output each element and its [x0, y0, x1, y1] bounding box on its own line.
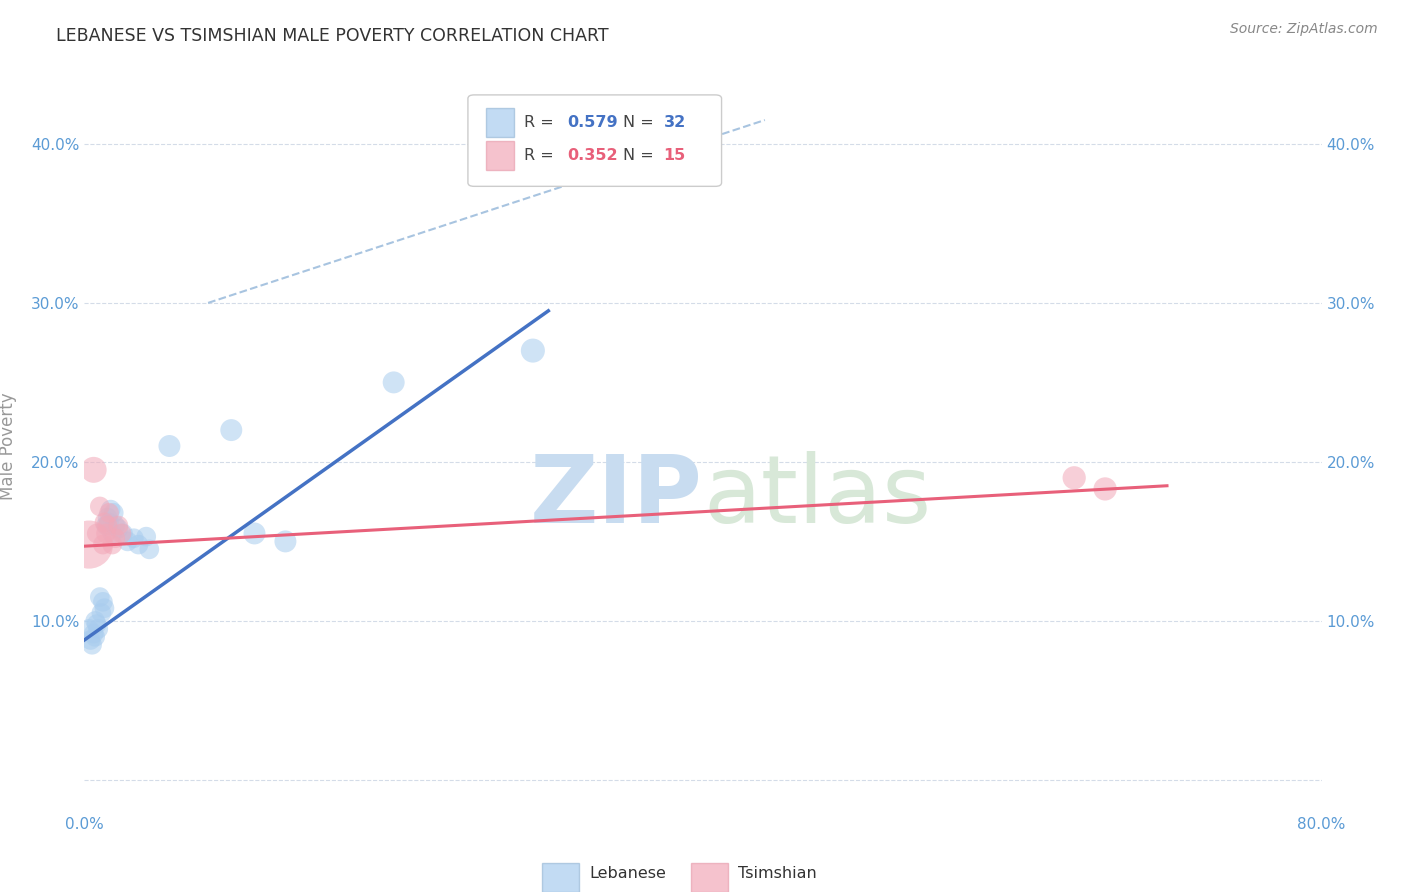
Point [90, 606, 112, 620]
Point [91, 595, 114, 609]
Point [84, 614, 107, 628]
Point [382, 376, 405, 390]
Point [86, 526, 108, 541]
Point [274, 534, 297, 549]
Point [117, 534, 139, 549]
Point [522, 343, 544, 358]
Point [138, 542, 160, 557]
Point [107, 522, 129, 536]
Point [93, 516, 115, 530]
Point [219, 423, 242, 437]
Point [243, 526, 266, 541]
Bar [486, 108, 513, 137]
Text: 0.579: 0.579 [567, 115, 617, 130]
Point [86, 617, 108, 632]
Point [122, 531, 145, 545]
Point [82, 638, 104, 652]
Point [96, 510, 118, 524]
Text: Source: ZipAtlas.com: Source: ZipAtlas.com [1230, 22, 1378, 37]
Text: N =: N = [623, 115, 658, 130]
Bar [486, 141, 513, 170]
Point [77, 538, 100, 552]
Point [101, 526, 124, 541]
FancyBboxPatch shape [468, 95, 721, 186]
Point [159, 439, 180, 453]
Point [103, 506, 125, 520]
Point [98, 506, 121, 520]
Point [112, 526, 135, 541]
Point [94, 518, 117, 533]
Text: Lebanese: Lebanese [589, 866, 666, 881]
Text: atlas: atlas [703, 451, 931, 543]
Point [77, 622, 100, 636]
Bar [690, 863, 728, 892]
Text: N =: N = [623, 148, 658, 163]
Text: R =: R = [523, 148, 558, 163]
Point [89, 500, 111, 514]
Text: 15: 15 [664, 148, 686, 163]
Text: ZIP: ZIP [530, 451, 703, 543]
Point [96, 518, 118, 533]
Point [110, 526, 132, 541]
Point [93, 601, 115, 615]
Point [1063, 471, 1085, 485]
Text: R =: R = [523, 115, 558, 130]
Text: 32: 32 [664, 115, 686, 130]
Point [135, 530, 157, 544]
Point [84, 630, 107, 644]
Text: Tsimshian: Tsimshian [738, 866, 817, 881]
Point [101, 538, 124, 552]
Point [100, 502, 122, 516]
Y-axis label: Male Poverty: Male Poverty [0, 392, 17, 500]
Point [87, 622, 110, 636]
Bar [543, 863, 579, 892]
Point [104, 518, 127, 533]
Point [91, 538, 114, 552]
Point [89, 590, 111, 604]
Text: 0.352: 0.352 [567, 148, 617, 163]
Point [107, 518, 129, 533]
Text: LEBANESE VS TSIMSHIAN MALE POVERTY CORRELATION CHART: LEBANESE VS TSIMSHIAN MALE POVERTY CORRE… [56, 27, 609, 45]
Point [98, 516, 121, 530]
Point [79, 632, 101, 647]
Point [83, 626, 105, 640]
Point [1094, 482, 1116, 496]
Point [94, 526, 117, 541]
Point [104, 531, 127, 545]
Point [127, 538, 149, 552]
Point [83, 463, 105, 477]
